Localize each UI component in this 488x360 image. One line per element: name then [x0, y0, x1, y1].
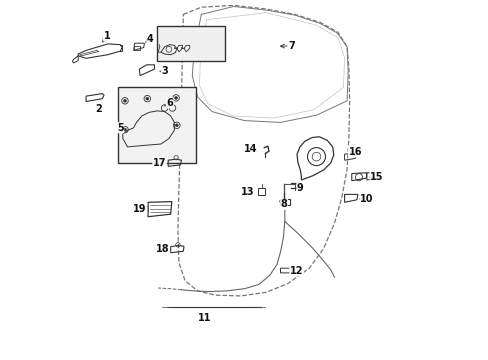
Text: 10: 10	[360, 194, 373, 204]
Circle shape	[145, 97, 148, 100]
Text: 5: 5	[117, 123, 123, 133]
Text: 3: 3	[161, 66, 167, 76]
Circle shape	[123, 99, 126, 102]
Text: 9: 9	[296, 183, 303, 193]
Text: 8: 8	[280, 199, 287, 210]
Text: 6: 6	[166, 98, 173, 108]
Bar	[157, 26, 224, 61]
Text: 15: 15	[369, 172, 383, 182]
Circle shape	[175, 124, 178, 127]
Text: 16: 16	[348, 147, 362, 157]
Text: 12: 12	[289, 266, 303, 276]
Text: 11: 11	[198, 312, 211, 323]
Circle shape	[123, 128, 126, 131]
Bar	[118, 87, 196, 163]
Text: 19: 19	[133, 204, 146, 214]
Text: 2: 2	[95, 104, 102, 114]
Text: 17: 17	[152, 158, 166, 168]
Text: 18: 18	[155, 244, 169, 254]
Circle shape	[174, 96, 177, 99]
Text: 7: 7	[287, 41, 294, 51]
Text: 13: 13	[241, 186, 254, 197]
Text: 14: 14	[244, 144, 257, 154]
Text: 1: 1	[103, 31, 110, 41]
Text: 4: 4	[146, 33, 153, 44]
